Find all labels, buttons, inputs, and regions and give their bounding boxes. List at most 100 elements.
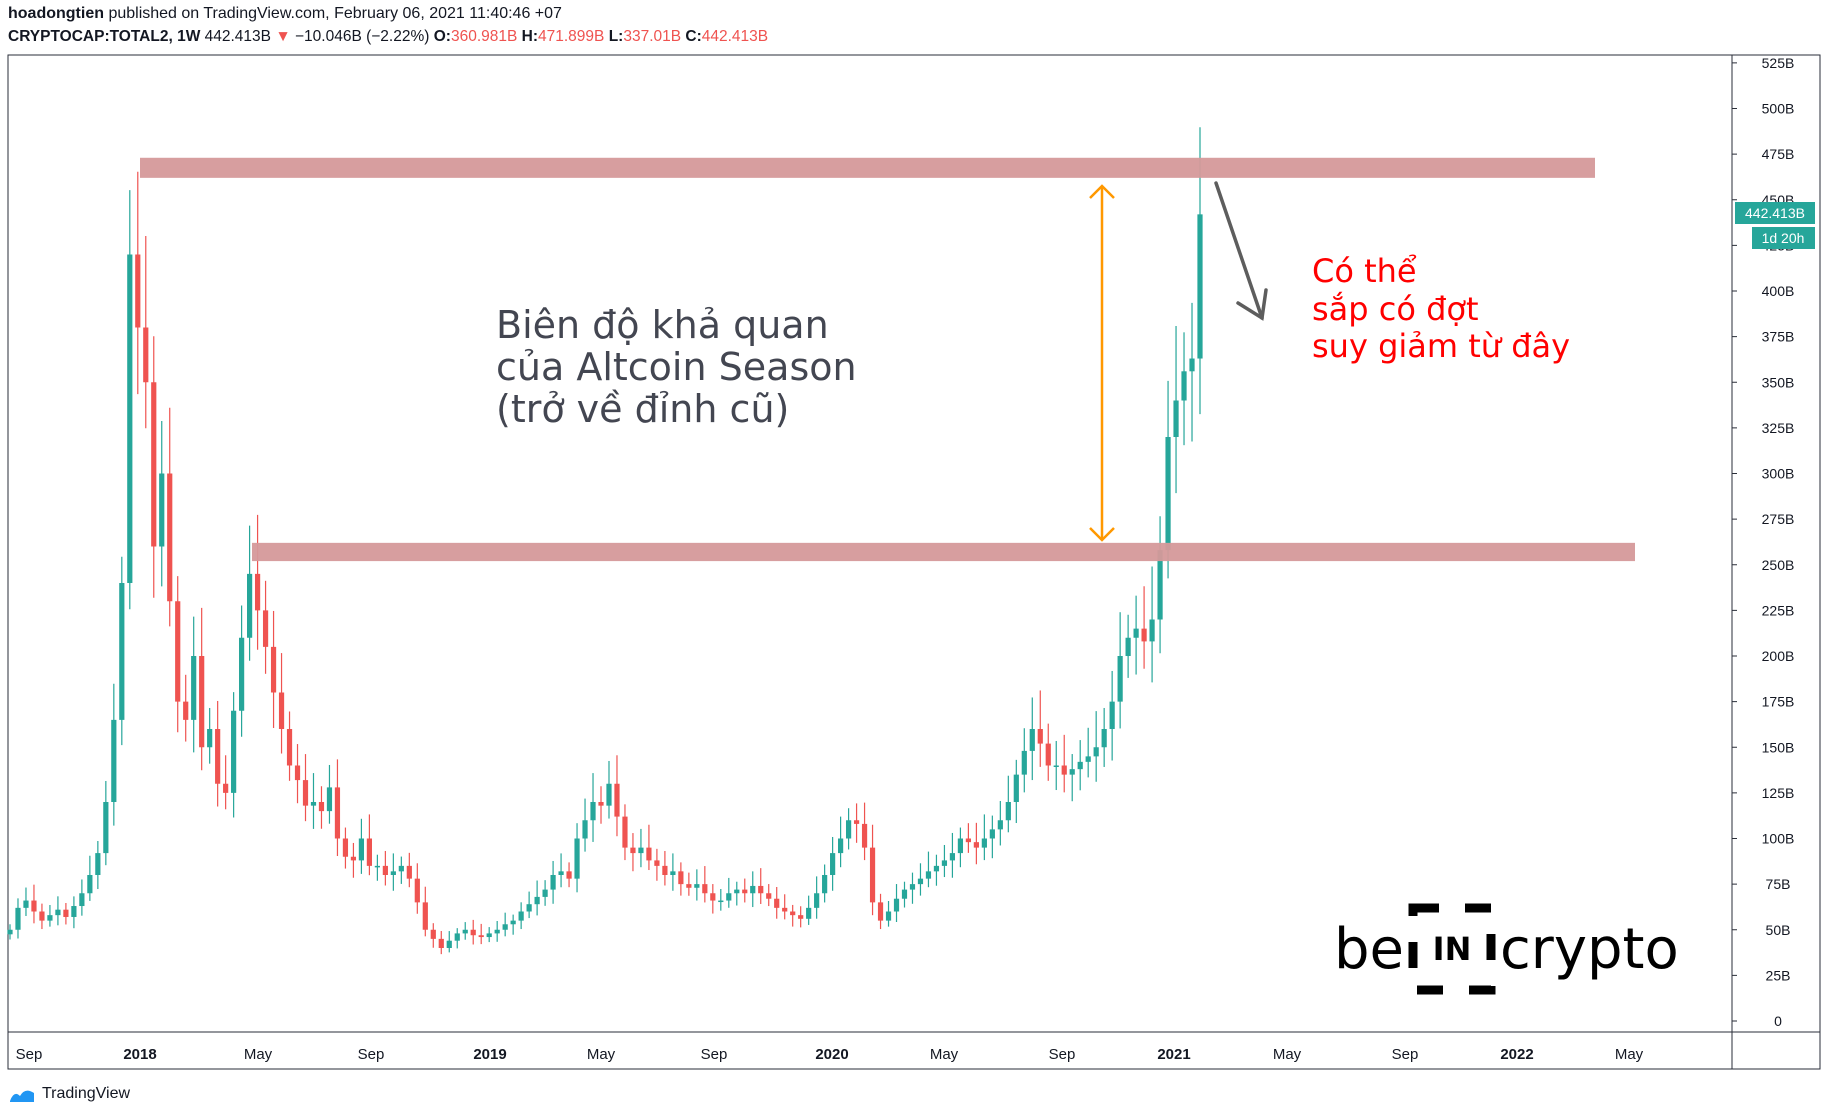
x-tick-label: 2019 <box>473 1046 506 1063</box>
candle-body <box>861 823 868 848</box>
candle-body <box>87 875 93 894</box>
candle-body <box>231 710 237 793</box>
candle-body <box>79 893 85 907</box>
candle-body <box>334 787 341 839</box>
candle-body <box>207 729 213 748</box>
candle-body <box>622 816 628 848</box>
bar-countdown: 1d 20h <box>1762 230 1805 246</box>
y-tick-label: 350B <box>1762 374 1795 390</box>
candle-body <box>1189 358 1195 372</box>
candle-body <box>103 802 109 854</box>
candle-body <box>270 646 277 693</box>
y-tick-label: 25B <box>1766 967 1791 983</box>
tradingview-brand: TradingView <box>42 1085 131 1102</box>
watermark-be: be <box>1334 917 1404 982</box>
last-price: 442.413B <box>204 28 272 45</box>
author-name[interactable]: hoadongtien <box>8 5 104 22</box>
candle-body <box>1093 747 1099 757</box>
candle-body <box>933 865 940 872</box>
candle-body <box>1101 729 1107 748</box>
range-arrow[interactable] <box>1089 184 1115 542</box>
x-tick-label: Sep <box>701 1046 728 1063</box>
x-tick-label: 2020 <box>815 1046 848 1063</box>
candle-body <box>1029 729 1035 751</box>
candle-body <box>853 820 860 824</box>
down-trend-arrow[interactable] <box>1214 181 1268 321</box>
candle-body <box>422 902 428 930</box>
candle-body <box>957 838 964 854</box>
open-value: 360.981B <box>450 28 518 45</box>
candle-body <box>694 884 700 888</box>
support-zone[interactable] <box>252 542 1635 562</box>
x-tick-label: Sep <box>16 1046 43 1063</box>
candle-body <box>774 898 780 908</box>
y-tick-label: 375B <box>1762 329 1795 345</box>
tradingview-footer[interactable]: TradingView <box>8 1084 130 1104</box>
candle-body <box>973 842 979 848</box>
candle-body <box>143 327 149 383</box>
candle-body <box>742 889 748 894</box>
candle-body <box>1005 802 1011 821</box>
candle-body <box>215 729 221 784</box>
candle-body <box>151 382 157 547</box>
candle-body <box>718 900 724 903</box>
candle-body <box>15 907 21 930</box>
current-price-tag[interactable]: 442.413B 1d 20h <box>1735 202 1815 249</box>
annotation-left[interactable]: Biên độ khả quan của Altcoin Season (trở… <box>496 303 857 431</box>
candle-body <box>1197 214 1203 359</box>
candle-body <box>686 884 692 888</box>
candles-layer <box>7 127 1203 955</box>
annotation-right[interactable]: Có thể sắp có đợt suy giảm từ đây <box>1312 252 1570 365</box>
resistance-zone[interactable] <box>140 157 1595 178</box>
candle-body <box>502 924 508 930</box>
candle-body <box>1021 750 1027 775</box>
change-down-icon: ▼ <box>275 28 291 45</box>
close-label: C: <box>685 28 702 45</box>
candle-body <box>925 871 932 879</box>
candle-body <box>638 847 644 854</box>
candle-body <box>734 889 740 894</box>
candle-body <box>574 838 580 879</box>
candle-body <box>646 847 652 861</box>
candle-body <box>1125 637 1131 656</box>
candle-body <box>798 915 804 919</box>
x-tick-label: 2022 <box>1500 1046 1533 1063</box>
candle-body <box>478 935 484 938</box>
candle-body <box>909 884 916 890</box>
y-tick-label: 275B <box>1762 511 1795 527</box>
candle-body <box>710 893 716 901</box>
candle-body <box>1085 756 1091 762</box>
candle-body <box>1037 729 1043 744</box>
candle-body <box>750 885 756 894</box>
candle-body <box>159 473 165 547</box>
time-axis[interactable]: Sep 2018 May Sep 2019 May Sep 2020 May Sep 2021 May… <box>16 1046 1644 1063</box>
candle-body <box>558 871 564 875</box>
annotation-left-line-3: (trở về đỉnh cũ) <box>496 387 789 431</box>
candle-body <box>486 933 492 938</box>
candle-body <box>438 938 444 948</box>
candle-body <box>7 929 13 935</box>
candle-body <box>262 610 269 647</box>
candle-body <box>981 838 987 848</box>
candle-body <box>254 573 261 611</box>
x-tick-label: May <box>1615 1046 1644 1063</box>
candle-body <box>806 907 812 919</box>
symbol-info-line: CRYPTOCAP:TOTAL2, 1W 442.413B ▼ −10.046B… <box>8 28 768 46</box>
candle-body <box>782 907 788 912</box>
candle-body <box>814 893 820 908</box>
candle-body <box>390 871 396 875</box>
candle-body <box>1133 628 1139 638</box>
candle-body <box>949 853 956 861</box>
high-label: H: <box>521 28 538 45</box>
candle-body <box>302 780 309 806</box>
candle-body <box>1077 761 1083 770</box>
x-tick-label: 2018 <box>123 1046 156 1063</box>
candle-body <box>885 911 892 921</box>
candle-body <box>294 765 301 781</box>
y-tick-label: 500B <box>1762 101 1795 117</box>
symbol-name[interactable]: CRYPTOCAP:TOTAL2, 1W <box>8 28 201 45</box>
candle-body <box>830 853 836 875</box>
price-axis[interactable]: 0 25B 50B 75B 100B 125B 150B 175B 200B 225B 250B 27… <box>1732 55 1794 1029</box>
candle-body <box>63 909 69 917</box>
